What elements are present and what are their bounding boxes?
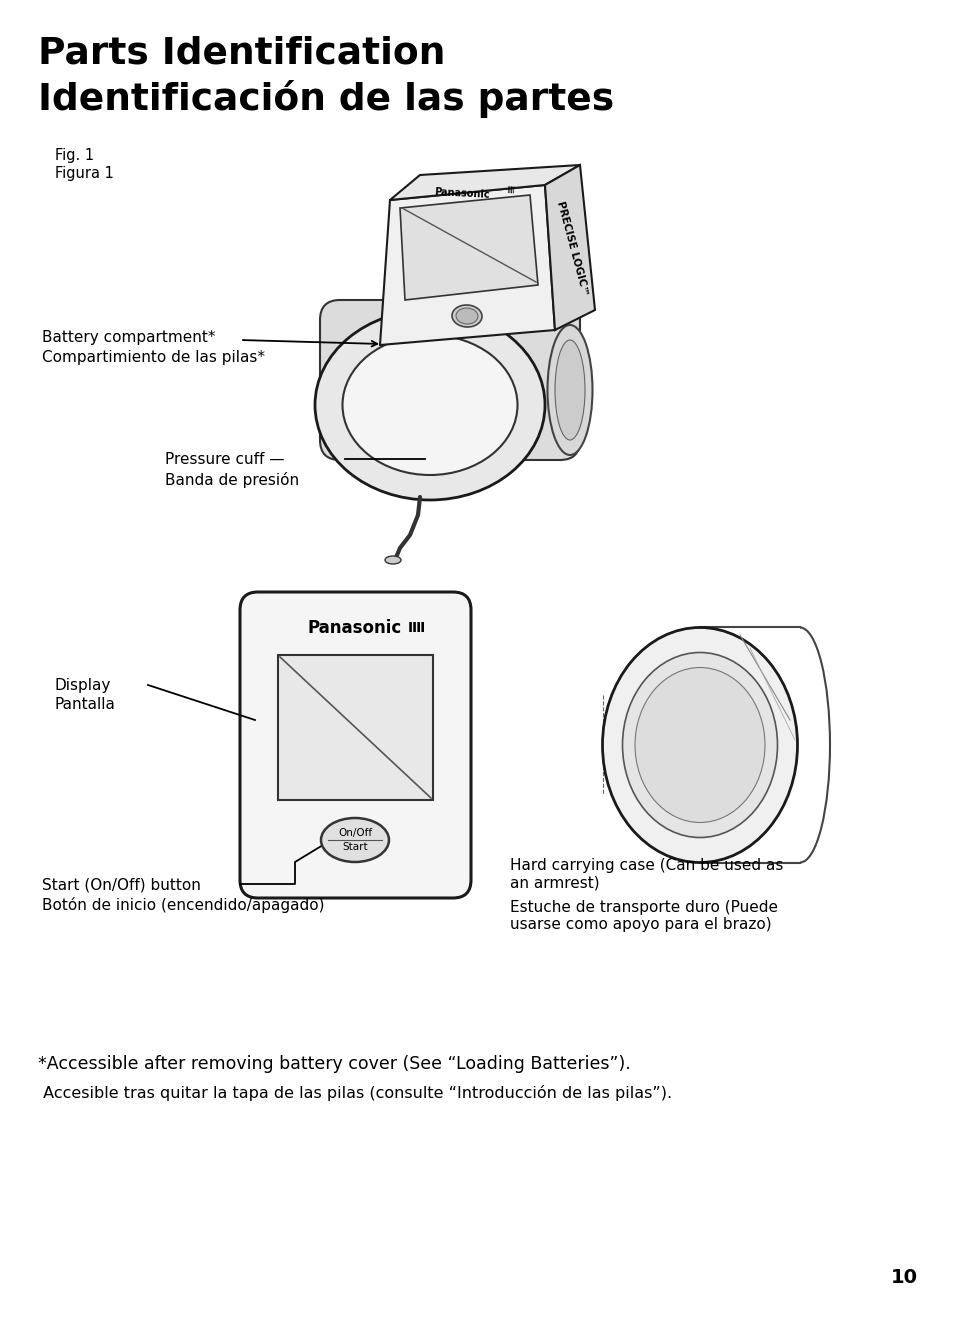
FancyBboxPatch shape [277, 655, 433, 800]
Ellipse shape [547, 325, 592, 455]
Text: Display: Display [55, 677, 112, 693]
Text: Start (On/Off) button: Start (On/Off) button [42, 878, 201, 893]
Polygon shape [379, 185, 555, 345]
Text: Fig. 1: Fig. 1 [55, 148, 94, 163]
FancyBboxPatch shape [319, 300, 579, 460]
Text: Hard carrying case (Can be used as
an armrest): Hard carrying case (Can be used as an ar… [510, 859, 782, 890]
Text: Botón de inicio (encendido/apagado): Botón de inicio (encendido/apagado) [42, 897, 324, 913]
Text: Panasonic: Panasonic [434, 187, 490, 200]
Text: ⅡⅡ: ⅡⅡ [408, 620, 426, 635]
Text: Panasonic: Panasonic [308, 619, 402, 636]
Ellipse shape [602, 627, 797, 863]
Text: Banda de presión: Banda de presión [165, 472, 299, 488]
Ellipse shape [314, 310, 544, 500]
Ellipse shape [385, 556, 400, 564]
Ellipse shape [635, 668, 764, 823]
Polygon shape [399, 194, 537, 300]
Text: Pantalla: Pantalla [55, 697, 115, 712]
Text: *Accessible after removing battery cover (See “Loading Batteries”).: *Accessible after removing battery cover… [38, 1054, 630, 1073]
Ellipse shape [452, 306, 481, 327]
Text: ⅡⅡ: ⅡⅡ [505, 187, 515, 196]
Text: PRECISE LOGIC™: PRECISE LOGIC™ [555, 200, 590, 296]
FancyBboxPatch shape [240, 591, 471, 898]
Ellipse shape [456, 308, 477, 324]
Text: Figura 1: Figura 1 [55, 165, 113, 181]
Polygon shape [390, 165, 579, 200]
Text: 10: 10 [890, 1267, 917, 1287]
Ellipse shape [320, 818, 389, 863]
Ellipse shape [342, 335, 517, 475]
Text: Parts Identification: Parts Identification [38, 34, 445, 71]
Text: Accesible tras quitar la tapa de las pilas (consulte “Introducción de las pilas”: Accesible tras quitar la tapa de las pil… [38, 1085, 672, 1101]
Ellipse shape [622, 652, 777, 837]
Text: Compartimiento de las pilas*: Compartimiento de las pilas* [42, 351, 265, 365]
Text: Battery compartment*: Battery compartment* [42, 329, 215, 345]
Ellipse shape [555, 340, 584, 441]
Text: On/Off: On/Off [337, 828, 372, 837]
Text: Pressure cuff —: Pressure cuff — [165, 452, 284, 467]
Text: Estuche de transporte duro (Puede
usarse como apoyo para el brazo): Estuche de transporte duro (Puede usarse… [510, 900, 778, 933]
Text: Identificación de las partes: Identificación de las partes [38, 79, 614, 118]
Polygon shape [544, 165, 595, 329]
Text: Start: Start [342, 841, 368, 852]
